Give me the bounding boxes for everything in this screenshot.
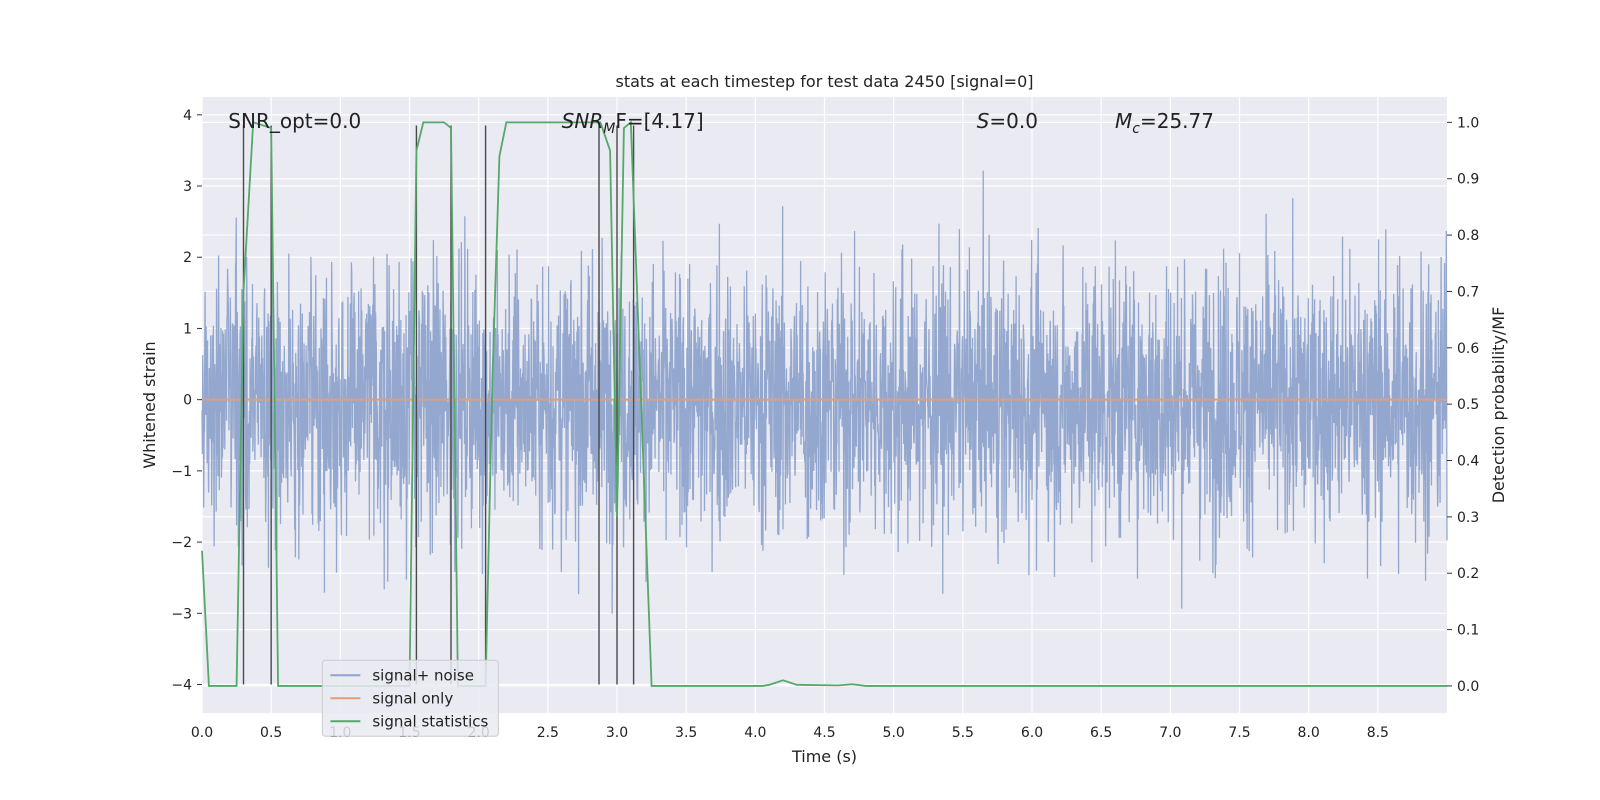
y-right-tick-label: 0.4 (1457, 454, 1479, 470)
annotation-snr-opt: SNR_opt=0.0 (228, 109, 361, 133)
y-left-tick-label: 4 (183, 108, 192, 124)
annotation-snr-mf-base: SNR (562, 109, 604, 133)
y-axis-left-label: Whitened strain (140, 341, 159, 468)
legend: signal+ noise signal only signal statist… (321, 659, 499, 737)
x-tick-label: 4.5 (813, 725, 835, 741)
y-axis-left-ticks: −4 −3 −2 −1 0 1 2 3 4 (171, 108, 202, 694)
x-tick-label: 0.0 (191, 725, 213, 741)
y-right-tick-label: 0.6 (1457, 341, 1479, 357)
y-left-tick-label: 3 (183, 179, 192, 195)
x-tick-label: 8.0 (1298, 725, 1320, 741)
y-right-tick-label: 0.9 (1457, 172, 1479, 188)
series-line-signal-noise (201, 170, 1448, 614)
legend-label-signal-statistics: signal statistics (372, 712, 488, 730)
annotation-mc: Mc=25.77 (1115, 109, 1214, 137)
y-left-tick-label: −3 (171, 606, 192, 622)
annotation-s-value: =0.0 (989, 109, 1038, 133)
chart-title: stats at each timestep for test data 245… (615, 72, 1033, 91)
annotation-snr-mf-sub: M (603, 121, 615, 137)
x-tick-label: 6.0 (1021, 725, 1043, 741)
annotations: SNR_opt=0.0 SNRMF=[4.17] S=0.0 Mc=25.77 (228, 109, 1214, 137)
y-axis-right-label: Detection probability/MF (1489, 307, 1508, 504)
x-tick-label: 0.5 (260, 725, 282, 741)
series-line-signal-statistics (201, 120, 1447, 687)
annotation-snr-mf: SNRMF=[4.17] (562, 109, 704, 137)
x-tick-label: 7.5 (1228, 725, 1250, 741)
x-tick-label: 4.0 (744, 725, 766, 741)
annotation-snr-mf-rest: F=[4.17] (615, 109, 703, 133)
series-signal-noise (201, 170, 1448, 614)
x-tick-label: 5.5 (952, 725, 974, 741)
x-tick-label: 8.5 (1367, 725, 1389, 741)
y-left-tick-label: −1 (171, 464, 192, 480)
x-tick-label: 3.5 (675, 725, 697, 741)
y-left-tick-label: −2 (171, 535, 192, 551)
y-right-tick-label: 0.5 (1457, 397, 1479, 413)
annotation-s: S=0.0 (977, 109, 1038, 133)
y-right-tick-label: 0.2 (1457, 566, 1479, 582)
x-tick-label: 2.5 (537, 725, 559, 741)
x-tick-label: 5.0 (883, 725, 905, 741)
y-right-tick-label: 0.1 (1457, 623, 1479, 639)
annotation-mc-sub: c (1132, 121, 1140, 137)
series-signal-statistics (201, 120, 1447, 687)
y-left-tick-label: 2 (183, 250, 192, 266)
x-tick-label: 6.5 (1090, 725, 1112, 741)
y-right-tick-label: 0.3 (1457, 510, 1479, 526)
x-axis-label: Time (s) (791, 747, 857, 766)
y-right-tick-label: 1.0 (1457, 115, 1479, 131)
annotation-mc-base: M (1115, 109, 1132, 133)
y-right-tick-label: 0.7 (1457, 284, 1479, 300)
y-right-tick-label: 0.0 (1457, 679, 1479, 695)
y-left-tick-label: 0 (183, 393, 192, 409)
annotation-s-label: S (977, 109, 990, 133)
legend-label-signal-noise: signal+ noise (372, 666, 474, 684)
legend-box (321, 659, 499, 737)
legend-label-signal-only: signal only (372, 689, 453, 707)
x-tick-label: 3.0 (606, 725, 628, 741)
y-left-tick-label: 1 (183, 321, 192, 337)
x-tick-label: 7.0 (1159, 725, 1181, 741)
y-axis-right-ticks: 0.0 0.1 0.2 0.3 0.4 0.5 0.6 0.7 0.8 0.9 1.0 (1447, 115, 1479, 695)
y-left-tick-label: −4 (171, 678, 192, 694)
annotation-mc-value: =25.77 (1140, 109, 1214, 133)
y-right-tick-label: 0.8 (1457, 228, 1479, 244)
